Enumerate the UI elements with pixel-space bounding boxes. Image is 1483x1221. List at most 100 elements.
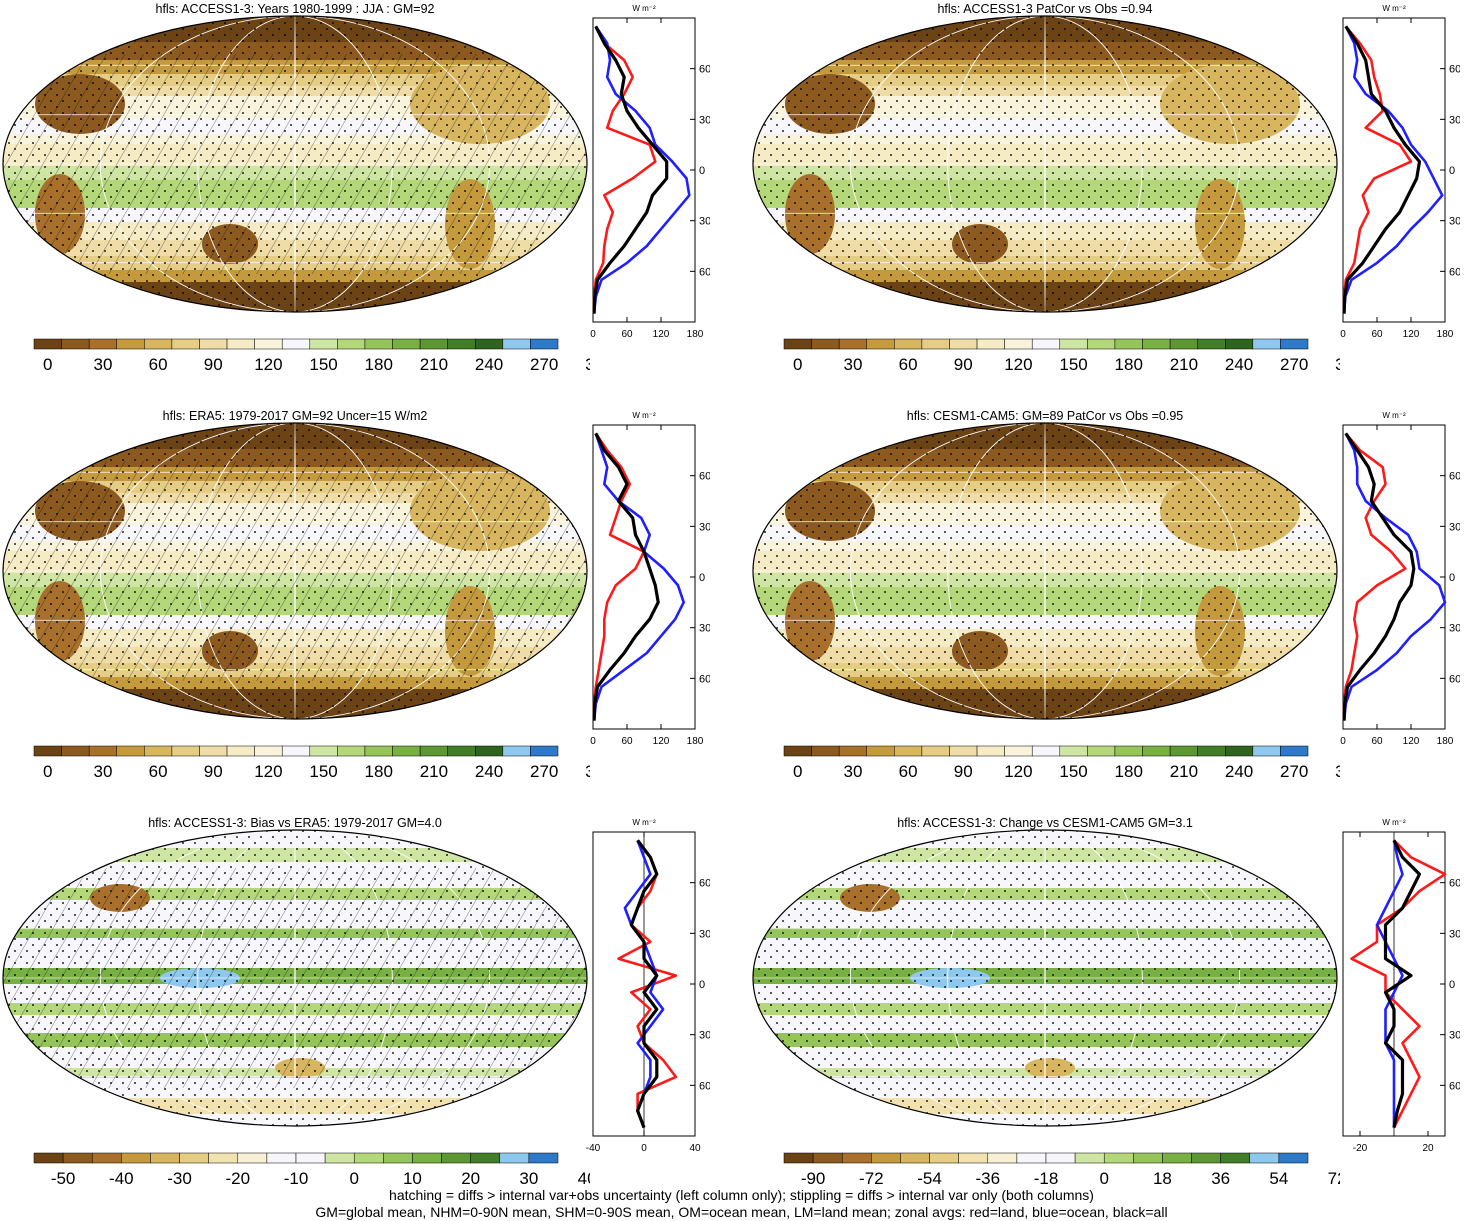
- panel-title: hfls: ACCESS1-3: Change vs CESM1-CAM5 GM…: [897, 816, 1193, 830]
- zonal-y-tick-label: 60N: [699, 471, 710, 483]
- colorbar-swatch: [1169, 745, 1198, 757]
- colorbar-swatch: [419, 338, 448, 350]
- colorbar-tick-label: 10: [403, 1169, 422, 1188]
- zonal-x-tick-label: -40: [586, 1143, 601, 1154]
- colorbar-swatch: [530, 338, 559, 350]
- map: [752, 829, 1338, 1127]
- zonal-y-tick-label: 30S: [1449, 623, 1460, 635]
- colorbar-tick-label: 90: [954, 762, 973, 781]
- zonal-y-tick-label: 60N: [1449, 878, 1460, 890]
- colorbar-swatch: [1225, 338, 1254, 350]
- zonal-unit-label: W m⁻²: [632, 411, 656, 420]
- colorbar-swatch: [1249, 1152, 1280, 1164]
- colorbar-swatch: [812, 1152, 843, 1164]
- map: [752, 422, 1338, 720]
- colorbar-swatch: [838, 745, 867, 757]
- zonal-frame: [592, 424, 696, 730]
- zonal-y-tick-label: 60S: [1449, 1080, 1460, 1092]
- colorbar: 0 30 60 90 120 150 180 210 240 270 300: [33, 338, 590, 374]
- colorbar-swatch: [921, 338, 950, 350]
- colorbar-tick-label: 210: [420, 762, 448, 781]
- zonal-y-tick-label: 30N: [699, 521, 710, 533]
- colorbar-tick-label: 270: [530, 355, 558, 374]
- panel-title: hfls: ACCESS1-3 PatCor vs Obs =0.94: [937, 2, 1153, 16]
- zonal-x-tick-label: 60: [1371, 329, 1383, 340]
- colorbar-swatch: [199, 745, 228, 757]
- zonal-x-tick-label: -20: [1353, 1143, 1368, 1154]
- colorbar-swatch: [841, 1152, 872, 1164]
- zonal-y-tick-label: 60S: [699, 673, 710, 685]
- stippling-overlay: [753, 423, 1337, 719]
- zonal-unit-label: W m⁻²: [1382, 4, 1406, 13]
- zonal-y-tick-label: 30N: [1449, 114, 1460, 126]
- colorbar-tick-label: 40: [578, 1169, 590, 1188]
- colorbar-swatch: [150, 1152, 180, 1164]
- map-border: [2, 829, 588, 1127]
- zonal-line-land: [592, 432, 646, 721]
- zonal-y-tick-label: 30S: [1449, 216, 1460, 228]
- colorbar-tick-label: 0: [43, 355, 52, 374]
- zonal-y-tick-label: 0: [1449, 165, 1455, 177]
- zonal-y-tick-label: 60S: [1449, 266, 1460, 278]
- colorbar-swatch: [976, 338, 1005, 350]
- colorbar-swatch: [949, 338, 978, 350]
- colorbar-tick-label: 240: [1225, 355, 1253, 374]
- zonal-plot: W m⁻² 60N 30N 0 30S 60S 0 60 120 180: [1340, 411, 1460, 747]
- zonal-plot: W m⁻² 60N 30N 0 30S 60S 0 60 120 180: [590, 4, 710, 340]
- zonal-line-land: [1342, 432, 1407, 721]
- zonal-plot: W m⁻² 60N 30N 0 30S 60S -40 0 40: [586, 818, 710, 1154]
- colorbar-swatch: [392, 338, 421, 350]
- colorbar-swatch: [179, 1152, 209, 1164]
- colorbar-tick-label: -18: [1034, 1169, 1059, 1188]
- zonal-x-tick-label: 120: [1403, 736, 1420, 747]
- hatching-overlay: [3, 54, 587, 274]
- colorbar-tick-label: 30: [93, 355, 112, 374]
- colorbar-swatch: [528, 1152, 559, 1164]
- colorbar-tick-label: 300: [1335, 762, 1340, 781]
- colorbar-swatch: [199, 338, 228, 350]
- panel-title: hfls: CESM1-CAM5: GM=89 PatCor vs Obs =0…: [906, 409, 1184, 423]
- map-border: [752, 15, 1338, 313]
- colorbar-swatch: [1133, 1152, 1163, 1164]
- zonal-line-ocean: [592, 432, 685, 721]
- colorbar-tick-label: 60: [899, 355, 918, 374]
- zonal-line-ocean: [1342, 432, 1447, 721]
- map-field: [753, 16, 1337, 312]
- colorbar-tick-label: 18: [1153, 1169, 1172, 1188]
- colorbar-swatch: [33, 745, 62, 757]
- zonal-unit-label: W m⁻²: [1382, 411, 1406, 420]
- map: [2, 15, 588, 313]
- zonal-x-tick-label: 0: [590, 329, 596, 340]
- zonal-y-tick-label: 0: [1449, 979, 1455, 991]
- colorbar-swatch: [281, 338, 311, 350]
- colorbar-tick-label: 90: [204, 762, 223, 781]
- zonal-x-tick-label: 120: [653, 329, 670, 340]
- colorbar-swatch: [1280, 745, 1309, 757]
- panel-title: hfls: ACCESS1-3: Bias vs ERA5: 1979-2017…: [148, 816, 442, 830]
- colorbar-tick-label: -40: [109, 1169, 134, 1188]
- colorbar-swatch: [530, 745, 559, 757]
- zonal-y-tick-label: 30N: [699, 114, 710, 126]
- zonal-y-tick-label: 30S: [1449, 1030, 1460, 1042]
- colorbar-tick-label: 180: [365, 762, 393, 781]
- colorbar-tick-label: 120: [254, 762, 282, 781]
- colorbar-tick-label: 60: [899, 762, 918, 781]
- colorbar-swatch: [88, 338, 117, 350]
- colorbar-swatch: [1059, 745, 1088, 757]
- colorbar-tick-label: 120: [1004, 355, 1032, 374]
- colorbar: 0 30 60 90 120 150 180 210 240 270 300: [783, 338, 1340, 374]
- colorbar-tick-label: 0: [793, 762, 802, 781]
- colorbar-tick-label: 30: [843, 355, 862, 374]
- colorbar-swatch: [866, 745, 895, 757]
- colorbar-swatch: [894, 338, 923, 350]
- zonal-x-tick-label: 0: [641, 1143, 647, 1154]
- colorbar-tick-label: 180: [365, 355, 393, 374]
- zonal-y-tick-label: 30N: [699, 928, 710, 940]
- map-field: [753, 830, 1337, 1126]
- colorbar-swatch: [226, 338, 255, 350]
- colorbar-tick-label: 300: [1335, 355, 1340, 374]
- panel-title: hfls: ACCESS1-3: Years 1980-1999 : JJA :…: [155, 2, 435, 16]
- colorbar-swatch: [1162, 1152, 1192, 1164]
- panel-title: hfls: ERA5: 1979-2017 GM=92 Uncer=15 W/m…: [162, 409, 428, 423]
- colorbar-swatch: [295, 1152, 326, 1164]
